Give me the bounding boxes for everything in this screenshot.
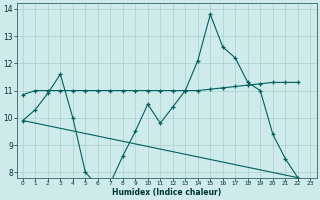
X-axis label: Humidex (Indice chaleur): Humidex (Indice chaleur) — [112, 188, 221, 197]
